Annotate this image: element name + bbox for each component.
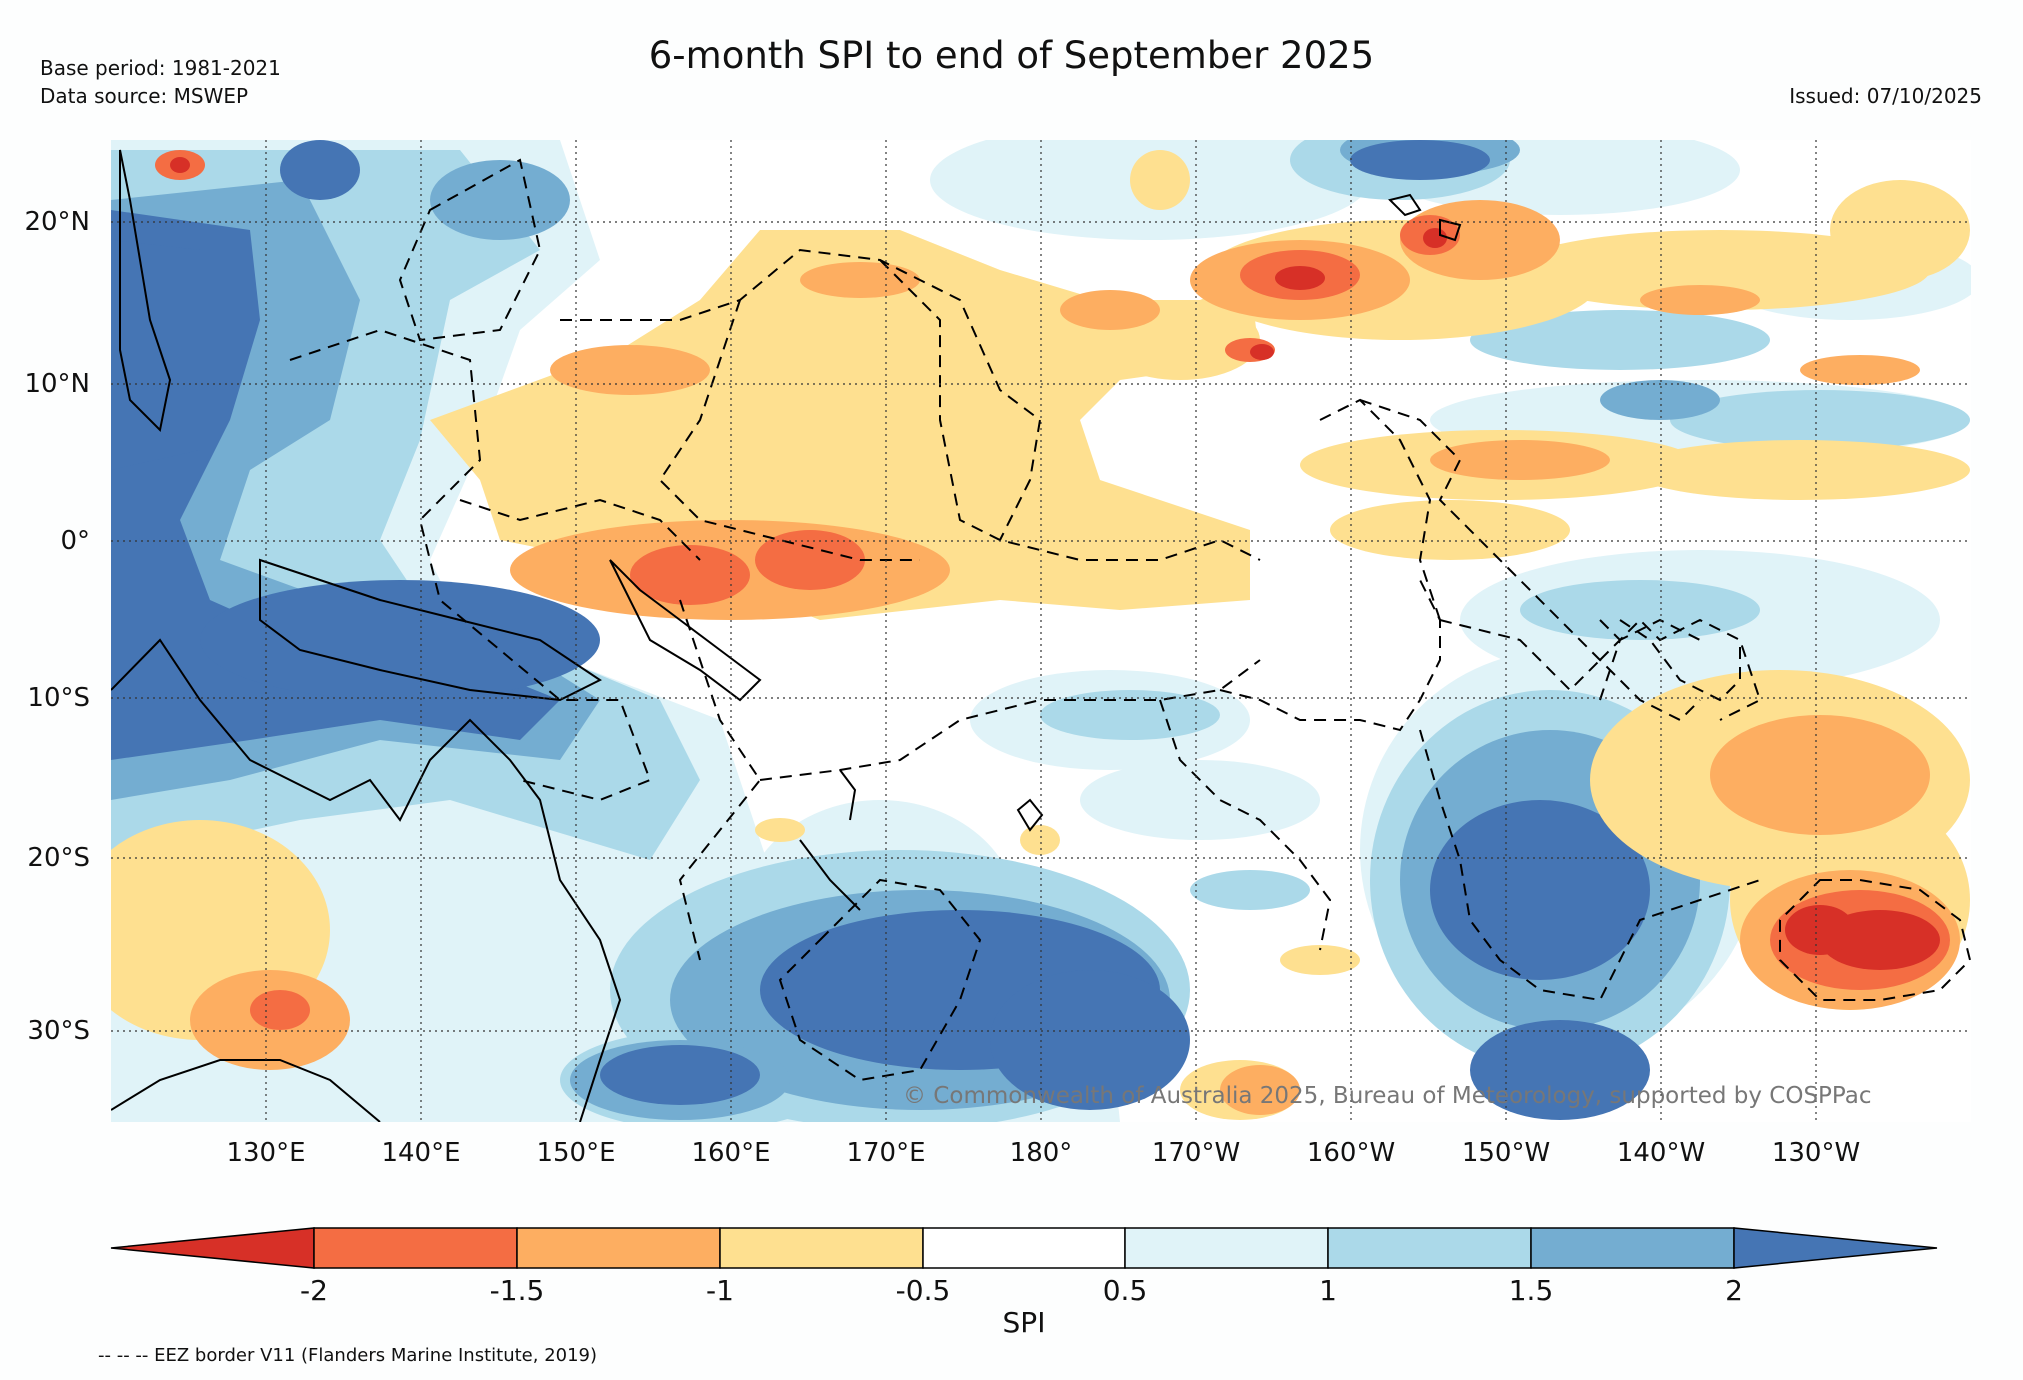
colorbar-tick: -1 bbox=[706, 1274, 734, 1307]
lat-label: 20°N bbox=[24, 207, 90, 237]
colorbar-segment-neutral bbox=[922, 1227, 1126, 1269]
lon-label: 160°W bbox=[1306, 1138, 1396, 1168]
colorbar-tick: 0.5 bbox=[1102, 1274, 1148, 1307]
colorbar-segment-minus15 bbox=[516, 1227, 721, 1269]
copyright-notice: © Commonwealth of Australia 2025, Bureau… bbox=[903, 1083, 1872, 1109]
lon-label: 150°W bbox=[1461, 1138, 1551, 1168]
lon-label: 170°E bbox=[846, 1138, 926, 1168]
colorbar-tick: 1 bbox=[1319, 1274, 1337, 1307]
colorbar-tick: -2 bbox=[300, 1274, 328, 1307]
colorbar-segment-plus05 bbox=[1124, 1227, 1329, 1269]
lat-label: 0° bbox=[60, 526, 90, 556]
colorbar-segment-gt-plus2 bbox=[1733, 1227, 1938, 1269]
spi-wet-extreme bbox=[111, 140, 1650, 1120]
data-source: Data source: MSWEP bbox=[40, 84, 249, 108]
spi-dry-extreme bbox=[170, 157, 1940, 970]
colorbar-tick: -1.5 bbox=[489, 1274, 545, 1307]
colorbar-tick: 1.5 bbox=[1508, 1274, 1554, 1307]
colorbar-tick: -0.5 bbox=[895, 1274, 951, 1307]
lon-label: 170°W bbox=[1151, 1138, 1241, 1168]
graticule bbox=[111, 140, 1971, 1122]
eez-note: -- -- -- EEZ border V11 (Flanders Marine… bbox=[98, 1345, 598, 1366]
colorbar-segment-plus15 bbox=[1530, 1227, 1735, 1269]
lat-label: 30°S bbox=[27, 1016, 90, 1046]
map-title: 6-month SPI to end of September 2025 bbox=[648, 34, 1375, 77]
lat-label: 20°S bbox=[27, 843, 90, 873]
lon-label: 180° bbox=[1009, 1138, 1073, 1168]
base-period: Base period: 1981-2021 bbox=[40, 56, 281, 80]
colorbar-label: SPI bbox=[1002, 1306, 1046, 1339]
lon-label: 140°E bbox=[381, 1138, 461, 1168]
lat-label: 10°S bbox=[27, 683, 90, 713]
issued-date: Issued: 07/10/2025 bbox=[1789, 84, 1982, 108]
coastlines bbox=[111, 149, 1462, 1122]
lon-label: 130°W bbox=[1771, 1138, 1861, 1168]
colorbar-segment-lt-minus2 bbox=[110, 1227, 315, 1269]
colorbar-segment-minus2 bbox=[313, 1227, 518, 1269]
lon-label: 140°W bbox=[1616, 1138, 1706, 1168]
eez-borders bbox=[289, 158, 1971, 1082]
lat-label: 10°N bbox=[24, 369, 90, 399]
spi-field bbox=[111, 140, 1971, 1122]
spi-colorbar bbox=[110, 1227, 1938, 1269]
lon-label: 150°E bbox=[536, 1138, 616, 1168]
lon-label: 130°E bbox=[226, 1138, 306, 1168]
colorbar-segment-minus1 bbox=[719, 1227, 924, 1269]
colorbar-segment-plus1 bbox=[1327, 1227, 1532, 1269]
colorbar-tick: 2 bbox=[1725, 1274, 1743, 1307]
lon-label: 160°E bbox=[691, 1138, 771, 1168]
